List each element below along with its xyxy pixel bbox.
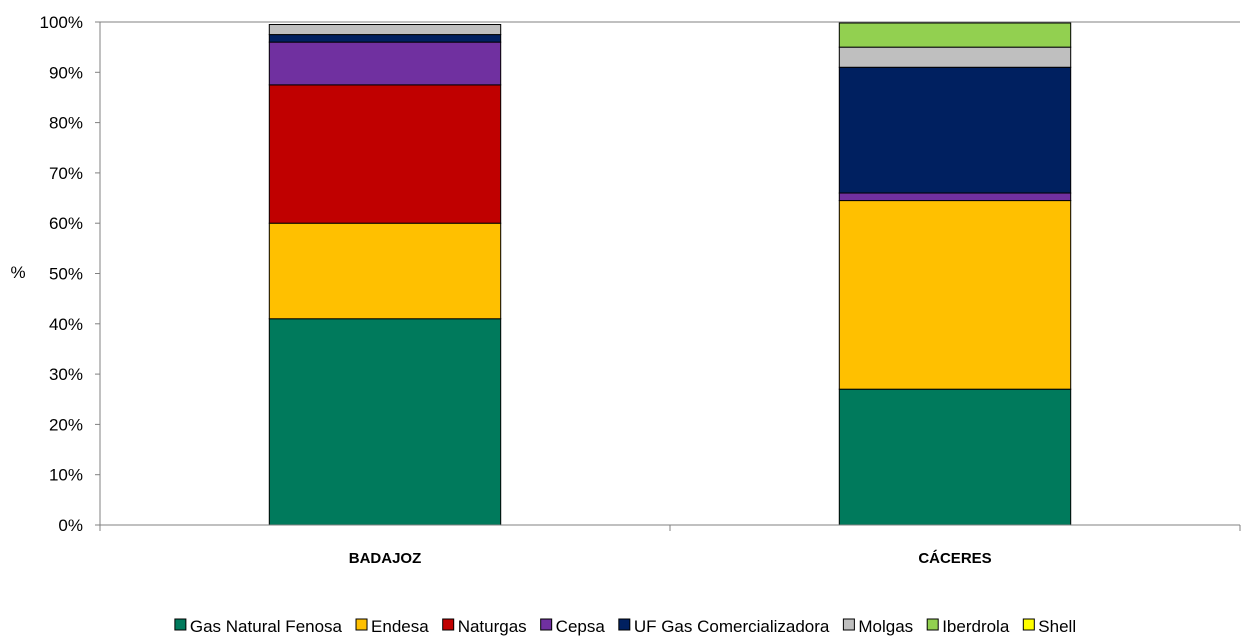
- legend-item: Molgas: [842, 617, 913, 636]
- legend-label: UF Gas Comercializadora: [634, 617, 830, 636]
- bar-segment: [268, 84, 502, 224]
- y-tick-label: 50%: [49, 265, 83, 284]
- bar-segment: [268, 41, 502, 86]
- x-axis: BADAJOZ CÁCERES: [99, 524, 1241, 567]
- legend-label: Shell: [1038, 617, 1076, 636]
- legend-swatch: [355, 618, 368, 631]
- y-tick-label: 20%: [49, 415, 83, 434]
- y-tick-label: 60%: [49, 214, 83, 233]
- legend-item: Iberdrola: [926, 617, 1010, 636]
- legend-item: UF Gas Comercializadora: [618, 617, 830, 636]
- bar-segment: [268, 318, 502, 526]
- x-category-label: BADAJOZ: [349, 550, 422, 567]
- bar-segment: [268, 222, 502, 320]
- bar-segment: [268, 34, 502, 43]
- legend-label: Gas Natural Fenosa: [190, 617, 343, 636]
- bar-segment: [838, 200, 1072, 390]
- legend-swatch: [174, 618, 187, 631]
- legend-swatch: [618, 618, 631, 631]
- legend-swatch: [540, 618, 553, 631]
- legend-label: Cepsa: [556, 617, 606, 636]
- legend-swatch: [842, 618, 855, 631]
- y-tick-label: 70%: [49, 164, 83, 183]
- y-tick-label: 80%: [49, 114, 83, 133]
- bars: [268, 22, 1072, 526]
- legend-label: Molgas: [858, 617, 913, 636]
- bar-segment: [268, 24, 502, 36]
- y-tick-label: 100%: [40, 13, 83, 32]
- legend-label: Iberdrola: [942, 617, 1010, 636]
- y-axis-label: %: [10, 263, 25, 282]
- y-axis: 0% 10% 20% 30% 40% 50% 60% 70% 80% 90% 100%: [40, 13, 1240, 535]
- bar-segment: [838, 192, 1072, 202]
- legend: Gas Natural Fenosa Endesa Naturgas Cepsa UF …: [174, 617, 1076, 636]
- legend-label: Naturgas: [458, 617, 527, 636]
- legend-item: Cepsa: [540, 617, 606, 636]
- bar-segment: [838, 388, 1072, 526]
- legend-swatch: [1022, 618, 1035, 631]
- x-category-label: CÁCERES: [918, 550, 991, 567]
- legend-item: Endesa: [355, 617, 429, 636]
- bar-segment: [838, 46, 1072, 68]
- bar-segment: [838, 66, 1072, 194]
- legend-item: Shell: [1022, 617, 1076, 636]
- y-tick-label: 10%: [49, 466, 83, 485]
- bar-segment: [838, 22, 1072, 48]
- legend-item: Naturgas: [442, 617, 527, 636]
- legend-swatch: [926, 618, 939, 631]
- legend-label: Endesa: [371, 617, 429, 636]
- y-tick-label: 0%: [58, 516, 83, 535]
- y-tick-label: 40%: [49, 315, 83, 334]
- y-tick-label: 90%: [49, 63, 83, 82]
- legend-item: Gas Natural Fenosa: [174, 617, 343, 636]
- legend-swatch: [442, 618, 455, 631]
- y-tick-label: 30%: [49, 365, 83, 384]
